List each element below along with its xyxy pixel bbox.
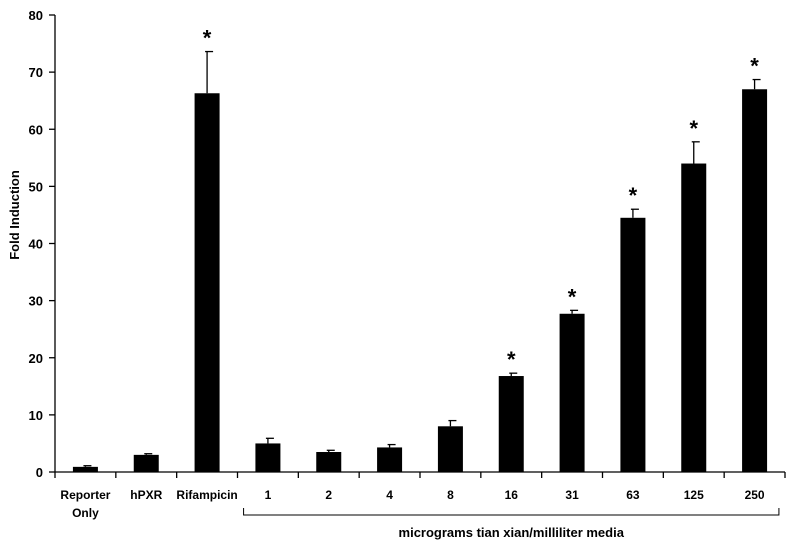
y-tick-label: 10 — [29, 408, 43, 423]
x-tick-label: 31 — [565, 488, 579, 502]
y-tick-label: 0 — [36, 465, 43, 480]
x-tick-label: Only — [72, 506, 99, 520]
significance-marker: * — [568, 284, 577, 309]
x-tick-label: hPXR — [130, 488, 162, 502]
x-tick-label: 16 — [505, 488, 519, 502]
x-axis: Reporter Only hPXR Rifampicin 1 2 4 8 16 31 63 125 2… — [54, 471, 786, 520]
bar — [559, 313, 585, 472]
bar — [72, 466, 98, 472]
significance-marker: * — [689, 116, 698, 141]
y-tick-label: 30 — [29, 294, 43, 309]
x-tick-label: 1 — [265, 488, 272, 502]
y-tick-label: 40 — [29, 237, 43, 252]
x-tick-label: 250 — [745, 488, 765, 502]
significance-marker: * — [750, 54, 759, 79]
x-tick-label: 2 — [325, 488, 332, 502]
bar — [620, 217, 646, 472]
significance-marker: * — [507, 347, 516, 372]
y-tick-label: 70 — [29, 65, 43, 80]
bar — [194, 93, 220, 472]
x-tick-label: 63 — [626, 488, 640, 502]
bar — [255, 443, 281, 472]
y-axis-title: Fold Induction — [7, 170, 22, 260]
x-tick-label: 4 — [386, 488, 393, 502]
bracket-line — [243, 508, 780, 516]
x-tick-label: Rifampicin — [176, 488, 237, 502]
bar — [316, 452, 342, 472]
bar — [377, 447, 403, 472]
bracket-label: micrograms tian xian/milliliter media — [399, 525, 625, 540]
significance-marker: * — [629, 183, 638, 208]
error-bars — [83, 50, 761, 467]
bar — [742, 89, 768, 472]
y-tick-label: 80 — [29, 8, 43, 23]
bar — [437, 426, 463, 472]
significance-markers: * * * * * * — [203, 26, 759, 373]
bar — [498, 376, 524, 472]
bar — [133, 454, 159, 472]
bars — [72, 89, 768, 472]
y-tick-label: 60 — [29, 122, 43, 137]
x-tick-label: 8 — [447, 488, 454, 502]
x-tick-label: Reporter — [60, 488, 110, 502]
y-tick-label: 20 — [29, 351, 43, 366]
significance-marker: * — [203, 26, 212, 51]
y-tick-label: 50 — [29, 179, 43, 194]
bar — [681, 163, 707, 472]
x-tick-label: 125 — [684, 488, 704, 502]
y-axis: 0 10 20 30 40 50 60 70 80 — [29, 8, 56, 480]
group-bracket: micrograms tian xian/milliliter media — [243, 508, 780, 540]
